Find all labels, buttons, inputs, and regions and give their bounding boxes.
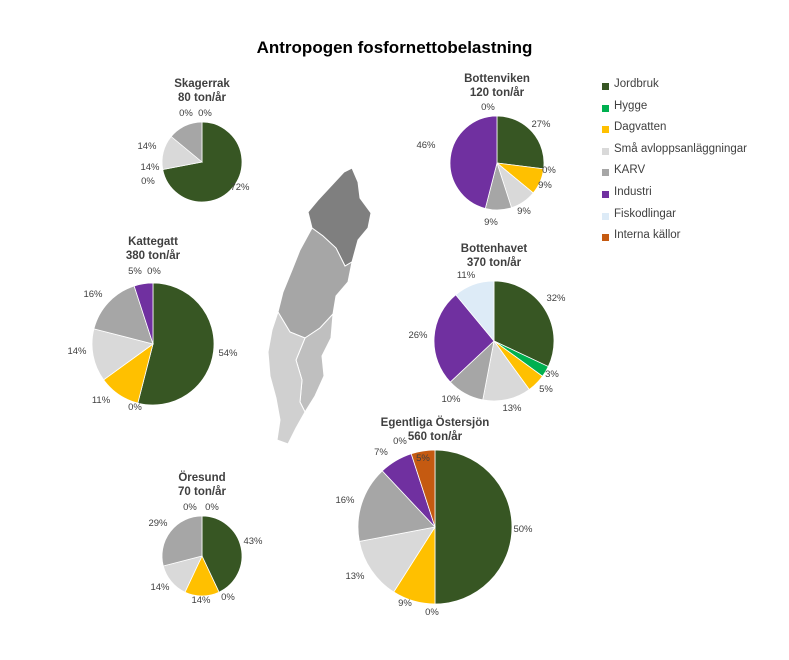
pie-slice: [91, 328, 154, 381]
pie-title: Kattegatt: [128, 236, 178, 248]
pie-data-label: 16%: [335, 495, 355, 506]
pie-data-label: 72%: [230, 182, 250, 193]
pie-data-label: 14%: [150, 582, 170, 593]
pie-data-label: 14%: [191, 595, 211, 606]
legend-label: Små avloppsanläggningar: [614, 142, 747, 155]
pie-data-label: 29%: [148, 518, 168, 529]
pie-data-label: 46%: [416, 140, 436, 151]
pie-data-label: 0%: [141, 176, 155, 187]
pie-slice: [434, 449, 513, 605]
pie-data-label: 7%: [374, 447, 388, 458]
pie-slice: [170, 121, 203, 163]
pie-slice: [455, 280, 495, 343]
sweden-map: [267, 167, 372, 445]
pie-chart-kattegatt: Kattegatt 380 ton/år 54% 0% 11% 14% 16% 5% 0%: [67, 236, 238, 413]
pie-data-label: 11%: [92, 395, 111, 406]
pie-subtitle: 560 ton/år: [408, 431, 463, 443]
pie-chart-bottenhavet: Bottenhavet 370 ton/år 32% 3% 5% 13% 10% 26% 11%: [408, 243, 566, 414]
pie-data-label: 0%: [542, 165, 556, 176]
map-region-south-west: [267, 310, 306, 445]
figure-title: Antropogen fosfornettobelastning: [256, 38, 533, 57]
pie-slice: [358, 526, 436, 593]
pie-data-label: 0%: [481, 102, 495, 113]
pie-data-label: 13%: [502, 403, 522, 414]
pie-data-label: 26%: [408, 330, 428, 341]
pie-slice: [493, 280, 555, 368]
pie-data-label: 5%: [539, 384, 553, 395]
legend-swatch: [602, 190, 609, 198]
legend-swatch: [602, 147, 609, 155]
pie-data-label: 43%: [243, 536, 263, 547]
pie-slice: [496, 115, 545, 170]
pie-data-label: 11%: [457, 270, 476, 281]
legend-label: Industri: [614, 185, 652, 198]
pie-data-label: 9%: [484, 217, 498, 228]
pie-title: Skagerrak: [174, 78, 230, 90]
pie-subtitle: 70 ton/år: [178, 486, 226, 498]
pie-data-label: 5%: [416, 453, 430, 464]
pie-data-label: 0%: [425, 607, 439, 618]
pie-slice: [433, 294, 495, 383]
pie-data-label: 14%: [137, 141, 157, 152]
pie-data-label: 0%: [198, 108, 212, 119]
legend-swatch: [602, 169, 609, 177]
pie-data-label: 0%: [179, 108, 193, 119]
pie-subtitle: 80 ton/år: [178, 92, 226, 104]
legend-swatch: [602, 212, 609, 220]
pie-data-label: 50%: [513, 524, 533, 535]
pie-title: Öresund: [178, 471, 225, 484]
legend-swatch: [602, 83, 609, 90]
pie-data-label: 10%: [441, 394, 461, 405]
pie-slice: [449, 115, 498, 210]
pie-chart-bottenviken: Bottenviken 120 ton/år 27% 0% 9% 9% 9% 46% 0%: [416, 73, 556, 228]
legend-label: Jordbruk: [614, 78, 659, 90]
pie-data-label: 14%: [67, 346, 87, 357]
legend-label: KARV: [614, 164, 646, 177]
legend-label: Hygge: [614, 99, 648, 112]
pie-slice: [357, 470, 436, 542]
pie-data-label: 9%: [398, 598, 412, 609]
pie-data-label: 0%: [147, 266, 161, 277]
pie-slice: [161, 515, 203, 567]
pie-data-label: 0%: [205, 502, 219, 513]
pie-data-label: 14%: [140, 162, 160, 173]
pie-data-label: 5%: [128, 266, 142, 277]
legend-swatch: [602, 234, 609, 242]
pie-subtitle: 370 ton/år: [467, 257, 522, 269]
pie-data-label: 0%: [183, 502, 197, 513]
pie-data-label: 16%: [83, 289, 103, 300]
legend-swatch: [602, 126, 609, 134]
pie-title: Bottenviken: [464, 73, 530, 85]
pie-chart-öresund: Öresund 70 ton/år 43% 0% 14% 14% 29% 0% 0%: [148, 471, 263, 606]
pie-data-label: 0%: [128, 402, 142, 413]
pie-title: Bottenhavet: [461, 243, 528, 255]
pie-subtitle: 380 ton/år: [126, 250, 181, 262]
legend-swatch: [602, 104, 609, 112]
map-region-north: [307, 167, 372, 267]
pie-slice: [137, 282, 215, 406]
pie-data-label: 54%: [218, 348, 238, 359]
pie-data-label: 9%: [517, 206, 531, 217]
pie-data-label: 13%: [345, 571, 365, 582]
legend-label: Dagvatten: [614, 121, 667, 134]
pie-data-label: 0%: [221, 592, 235, 603]
pie-data-label: 9%: [538, 180, 552, 191]
pie-slice: [410, 449, 436, 528]
pie-slice: [133, 282, 154, 345]
pie-subtitle: 120 ton/år: [470, 87, 525, 99]
legend-label: Interna källor: [614, 229, 681, 242]
pie-slice: [201, 515, 243, 593]
pie-slice: [93, 285, 154, 345]
pie-data-label: 3%: [545, 369, 559, 380]
pie-chart-skagerrak: Skagerrak 80 ton/år 72% 0% 0% 14% 14% 0%: [137, 78, 250, 203]
pie-data-label: 32%: [546, 293, 566, 304]
pie-chart-egentliga-östersjön: Egentliga Östersjön 560 ton/år 50% 0% 9% 13% 1…: [335, 416, 533, 618]
pie-data-label: 27%: [531, 119, 551, 130]
legend-label: Fiskodlingar: [614, 207, 676, 220]
pie-data-label: 0%: [393, 436, 407, 447]
pie-title: Egentliga Östersjön: [381, 416, 490, 429]
